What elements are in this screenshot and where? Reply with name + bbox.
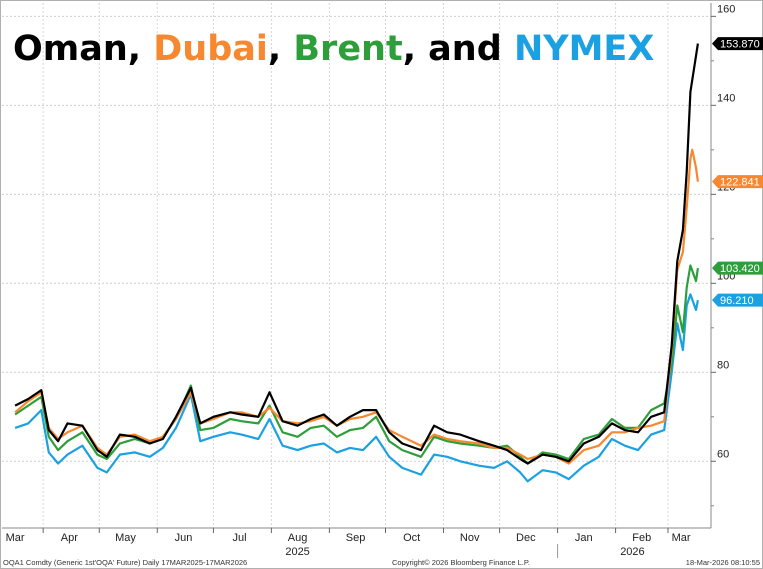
end-label-box — [712, 293, 763, 307]
chart-title: Oman, Dubai, Brent, and NYMEX — [13, 29, 654, 69]
x-tick-label: Dec — [516, 532, 536, 544]
x-tick-label: Nov — [460, 532, 480, 544]
y-tick-label: 140 — [717, 92, 735, 104]
end-label-text: 153.870 — [720, 39, 760, 51]
end-label-box — [712, 261, 763, 275]
series-line-brent — [14, 264, 699, 465]
series-line-nymex — [14, 293, 699, 483]
end-label-text: 103.420 — [720, 263, 760, 275]
title-part: Dubai — [153, 29, 268, 69]
x-tick-label: Mar — [672, 532, 691, 544]
title-part: , and — [403, 29, 514, 69]
end-label-dubai: 122.841 — [712, 175, 763, 189]
end-label-box — [712, 175, 763, 189]
footer-copyright: Copyright© 2026 Bloomberg Finance L.P. — [392, 558, 530, 567]
x-tick-label: Jun — [175, 532, 193, 544]
series-lines — [14, 43, 699, 483]
y-tick-label: 60 — [717, 448, 729, 460]
x-tick-label: Jul — [233, 532, 247, 544]
end-value-labels: 96.210 103.420 122.841 153.870 — [712, 37, 763, 307]
title-part: , — [128, 29, 153, 69]
title-part: , — [268, 29, 293, 69]
end-label-text: 96.210 — [720, 295, 754, 307]
x-tick-label: Sep — [346, 532, 366, 544]
end-label-brent: 103.420 — [712, 261, 763, 275]
y-tick-label: 80 — [717, 359, 729, 371]
x-tick-label: Mar — [6, 532, 25, 544]
x-tick-label: Oct — [403, 532, 420, 544]
x-tick-label: Feb — [632, 532, 651, 544]
end-label-oman: 153.870 — [712, 37, 763, 51]
x-tick-label: Apr — [61, 532, 78, 544]
year-label: 2025 — [285, 546, 309, 558]
x-tick-label: Jan — [575, 532, 593, 544]
x-axis: Mar Apr May Jun Jul Aug Sep Oct Nov Dec Jan Feb Mar 2… — [6, 528, 691, 558]
year-label: 2026 — [620, 546, 644, 558]
title-part: Brent — [293, 29, 402, 69]
end-label-nymex: 96.210 — [712, 293, 763, 307]
x-tick-label: May — [115, 532, 136, 544]
end-label-text: 122.841 — [720, 177, 760, 189]
title-part: Oman — [13, 29, 128, 69]
title-part: NYMEX — [514, 29, 654, 69]
y-tick-label: 160 — [717, 3, 735, 15]
footer-source: OQA1 Comdty (Generic 1st'OQA' Future) Da… — [3, 558, 247, 567]
series-line-oman — [14, 43, 699, 465]
end-label-box — [712, 37, 763, 51]
footer-timestamp: 18-Mar-2026 08:10:55 — [686, 558, 760, 567]
x-tick-label: Aug — [288, 532, 308, 544]
